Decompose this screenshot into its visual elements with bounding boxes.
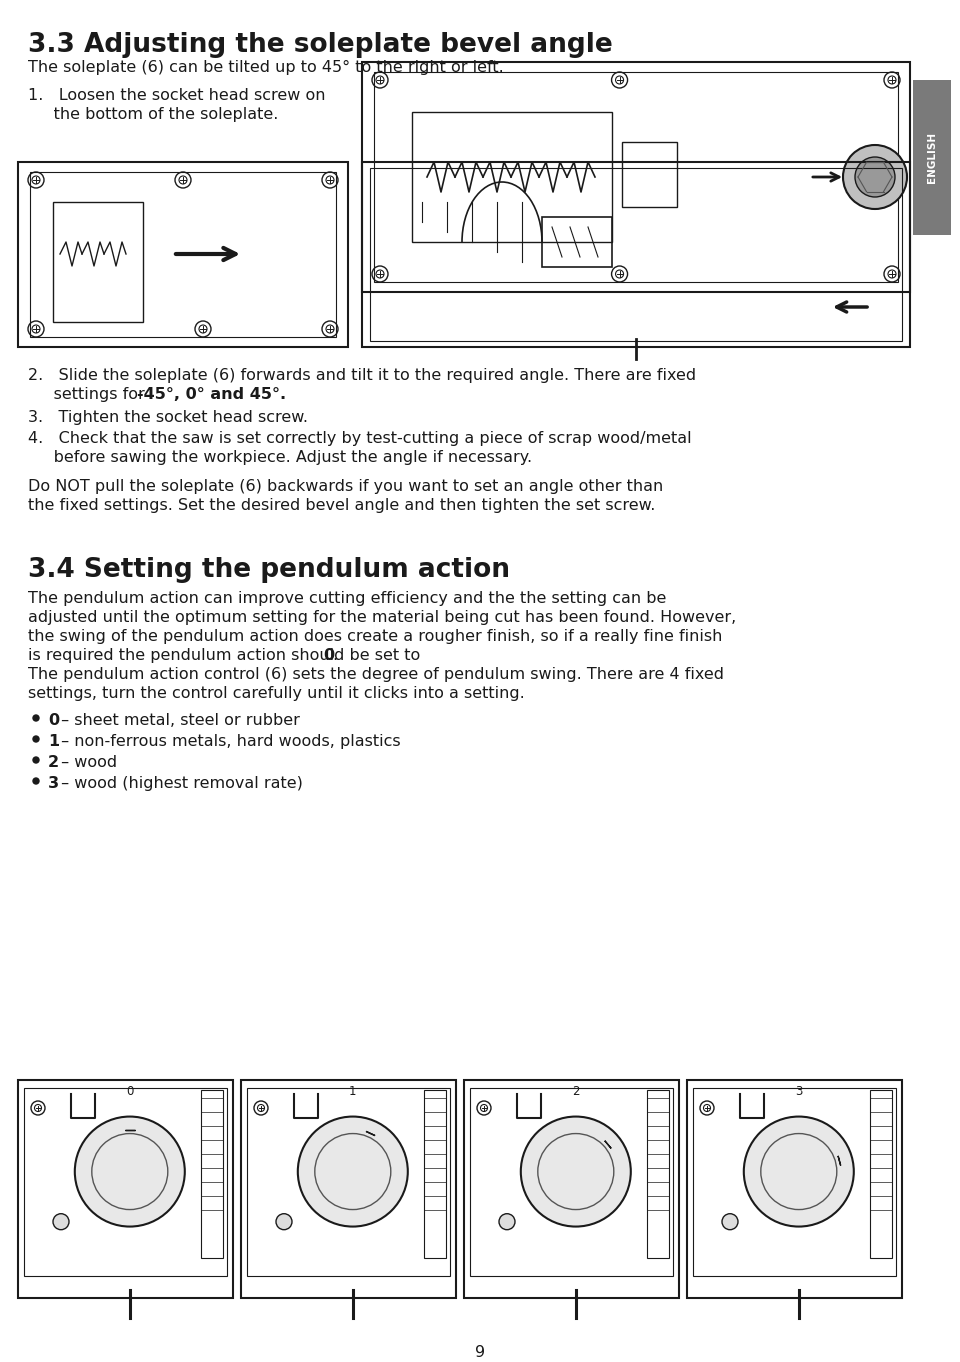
Text: settings, turn the control carefully until it clicks into a setting.: settings, turn the control carefully unt… xyxy=(28,686,525,701)
Text: 0: 0 xyxy=(48,712,60,729)
Bar xyxy=(370,168,902,340)
Circle shape xyxy=(298,1117,408,1227)
Bar xyxy=(201,1090,223,1258)
Text: 2.   Slide the soleplate (6) forwards and tilt it to the required angle. There a: 2. Slide the soleplate (6) forwards and … xyxy=(28,368,696,383)
Text: 0: 0 xyxy=(323,648,334,663)
Bar xyxy=(470,1088,673,1276)
Text: – non-ferrous metals, hard woods, plastics: – non-ferrous metals, hard woods, plasti… xyxy=(56,734,400,749)
Bar xyxy=(18,162,348,347)
Circle shape xyxy=(722,1214,738,1230)
Text: 3: 3 xyxy=(48,776,60,791)
Bar xyxy=(687,1080,902,1298)
Text: The pendulum action control (6) sets the degree of pendulum swing. There are 4 f: The pendulum action control (6) sets the… xyxy=(28,667,724,682)
Text: 3.3 Adjusting the soleplate bevel angle: 3.3 Adjusting the soleplate bevel angle xyxy=(28,31,612,59)
Text: the fixed settings. Set the desired bevel angle and then tighten the set screw.: the fixed settings. Set the desired beve… xyxy=(28,498,656,513)
Circle shape xyxy=(744,1117,853,1227)
Text: the bottom of the soleplate.: the bottom of the soleplate. xyxy=(28,108,278,123)
Circle shape xyxy=(75,1117,184,1227)
Bar xyxy=(622,142,677,207)
Bar xyxy=(362,63,910,291)
Bar xyxy=(24,1088,227,1276)
Circle shape xyxy=(33,735,39,742)
Bar xyxy=(247,1088,450,1276)
Polygon shape xyxy=(605,1141,612,1148)
Text: The soleplate (6) can be tilted up to 45° to the right or left.: The soleplate (6) can be tilted up to 45… xyxy=(28,60,504,75)
Text: the swing of the pendulum action does create a rougher finish, so if a really fi: the swing of the pendulum action does cr… xyxy=(28,629,722,644)
Text: 0: 0 xyxy=(126,1086,133,1098)
Text: 2: 2 xyxy=(572,1086,580,1098)
Circle shape xyxy=(855,157,895,197)
Text: The pendulum action can improve cutting efficiency and the the setting can be: The pendulum action can improve cutting … xyxy=(28,591,666,606)
Text: 3: 3 xyxy=(795,1086,803,1098)
Text: settings for: settings for xyxy=(28,387,150,402)
Bar xyxy=(913,80,951,236)
Text: 1: 1 xyxy=(48,734,60,749)
Text: – wood (highest removal rate): – wood (highest removal rate) xyxy=(56,776,302,791)
Bar xyxy=(870,1090,892,1258)
Text: .: . xyxy=(332,648,337,663)
Bar xyxy=(424,1090,446,1258)
Text: – sheet metal, steel or rubber: – sheet metal, steel or rubber xyxy=(56,712,300,729)
Text: Do NOT pull the soleplate (6) backwards if you want to set an angle other than: Do NOT pull the soleplate (6) backwards … xyxy=(28,479,663,494)
Circle shape xyxy=(33,715,39,720)
Bar xyxy=(53,202,143,321)
Text: adjusted until the optimum setting for the material being cut has been found. Ho: adjusted until the optimum setting for t… xyxy=(28,610,736,625)
Circle shape xyxy=(843,144,907,208)
Circle shape xyxy=(53,1214,69,1230)
Circle shape xyxy=(499,1214,515,1230)
Text: 1: 1 xyxy=(349,1086,356,1098)
Polygon shape xyxy=(838,1156,841,1166)
Circle shape xyxy=(520,1117,631,1227)
Bar xyxy=(362,162,910,347)
Polygon shape xyxy=(366,1132,375,1136)
Text: 3.   Tighten the socket head screw.: 3. Tighten the socket head screw. xyxy=(28,410,308,425)
Text: 9: 9 xyxy=(475,1346,485,1361)
Bar xyxy=(542,217,612,267)
Text: is required the pendulum action should be set to: is required the pendulum action should b… xyxy=(28,648,425,663)
Circle shape xyxy=(276,1214,292,1230)
Bar xyxy=(374,72,898,282)
Bar xyxy=(693,1088,896,1276)
Text: 2: 2 xyxy=(48,755,60,770)
Bar xyxy=(18,1080,233,1298)
Text: before sawing the workpiece. Adjust the angle if necessary.: before sawing the workpiece. Adjust the … xyxy=(28,449,532,464)
Bar xyxy=(241,1080,456,1298)
Bar xyxy=(647,1090,669,1258)
Text: 3.4 Setting the pendulum action: 3.4 Setting the pendulum action xyxy=(28,557,510,583)
Circle shape xyxy=(33,778,39,785)
Circle shape xyxy=(33,757,39,763)
Bar xyxy=(412,112,612,242)
Text: ENGLISH: ENGLISH xyxy=(927,132,937,183)
Text: 4.   Check that the saw is set correctly by test-cutting a piece of scrap wood/m: 4. Check that the saw is set correctly b… xyxy=(28,430,691,445)
Text: 1.   Loosen the socket head screw on: 1. Loosen the socket head screw on xyxy=(28,89,325,104)
Text: – wood: – wood xyxy=(56,755,117,770)
Text: -45°, 0° and 45°.: -45°, 0° and 45°. xyxy=(137,387,286,402)
Bar xyxy=(30,172,336,336)
Bar xyxy=(464,1080,679,1298)
